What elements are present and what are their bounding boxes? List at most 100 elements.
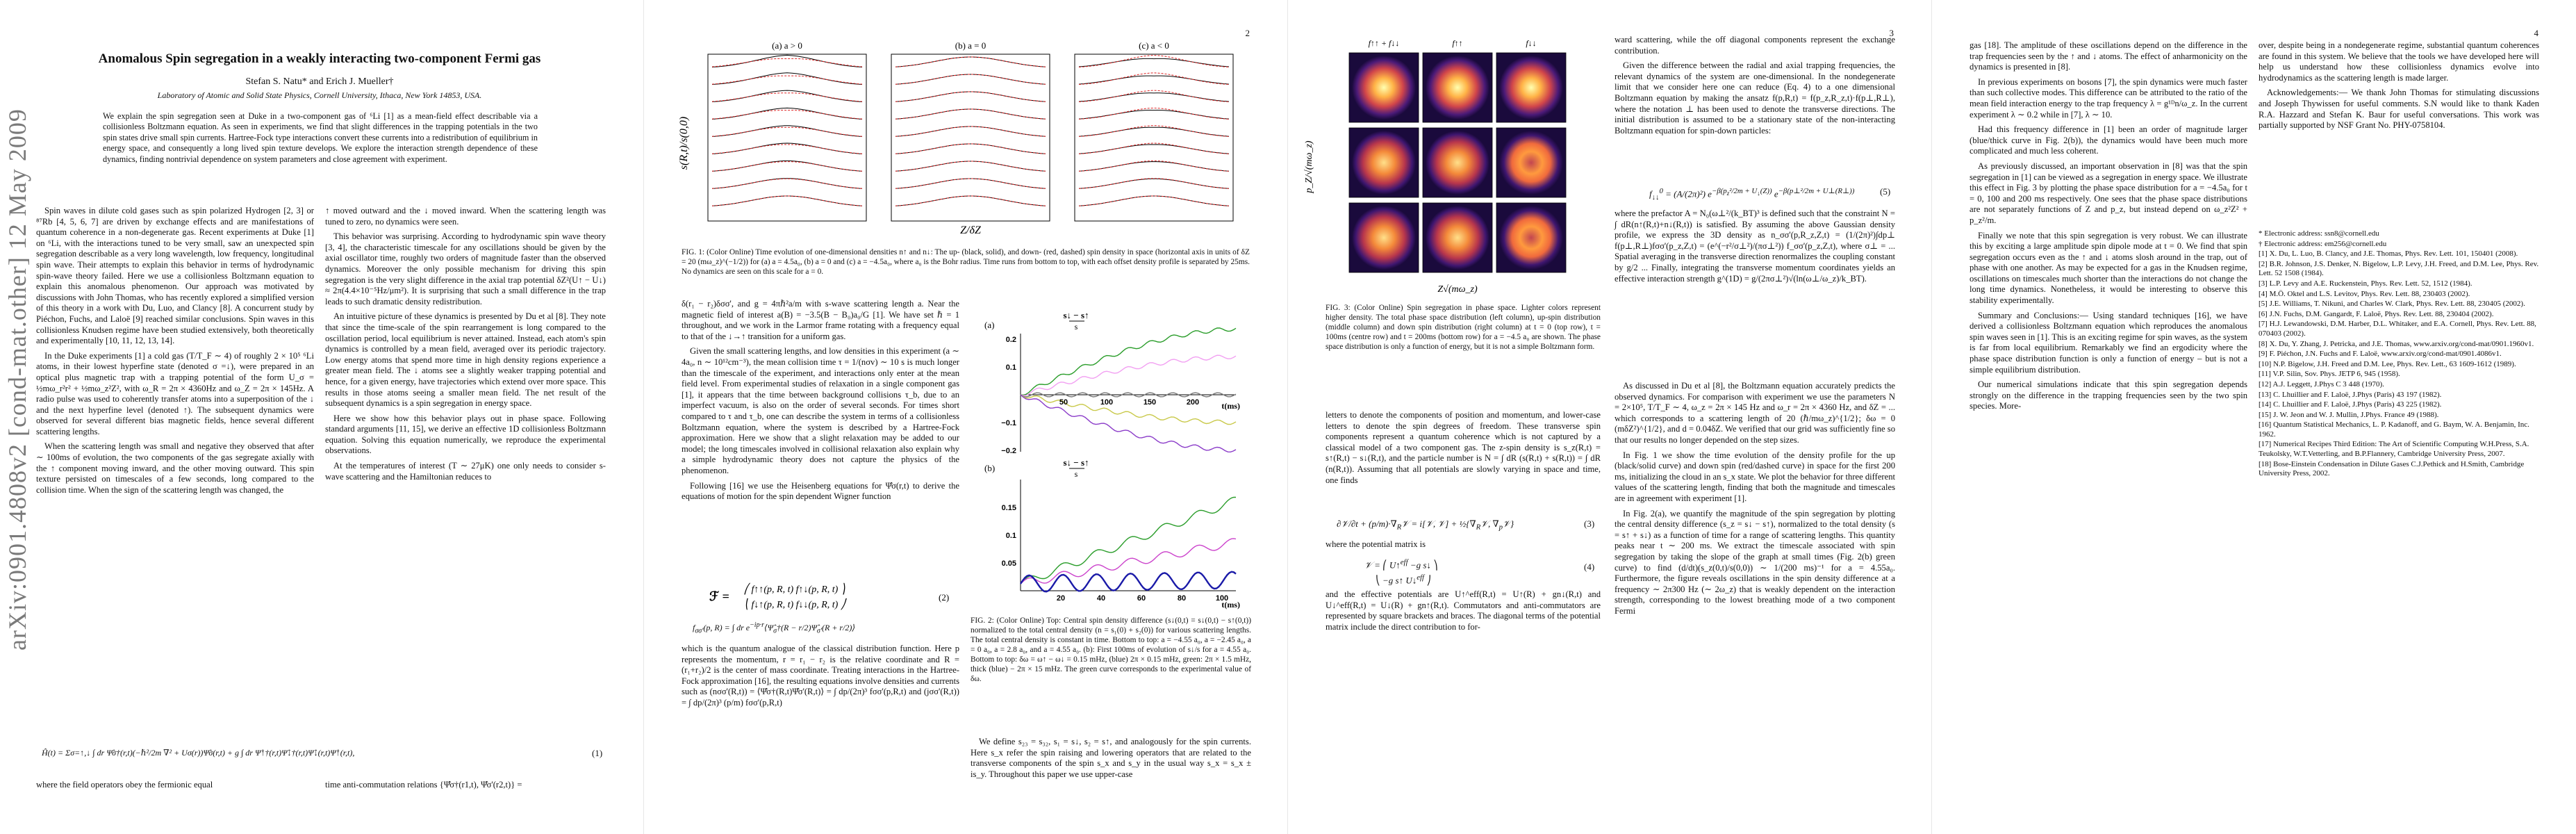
page1-bottom-right: time anti-commutation relations {Ψ̂σ†(r1… [325,780,522,790]
paper-title: Anomalous Spin segregation in a weakly i… [98,51,541,66]
spin-up-profile [711,142,863,154]
paragraph: Following [16] we use the Heisenberg equ… [682,480,959,502]
reference-item: [3] L.P. Levy and A.E. Ruckenstein, Phys… [2259,279,2472,288]
figure-1: (a) a > 0 (b) a = 0 (c) a < 0 s(R,t)/s(0… [678,40,1234,236]
paper-authors: Stefan S. Natu* and Erich J. Mueller† [245,76,394,87]
page2-left-continued: which is the quantum analogue of the cla… [682,644,959,708]
page4-right-column: over, despite being in a nondegenerate r… [2259,40,2539,136]
spin-up-profile [1078,161,1230,172]
fig1-panel-frame [1074,54,1234,222]
page-number: 4 [2534,28,2539,38]
page1-left-column: Spin waves in dilute cold gases such as … [36,206,314,500]
fig2b-series-line [1020,538,1237,584]
arxiv-stamp: arXiv:0901.4808v2 [cond-mat.other] 12 Ma… [3,108,31,651]
paragraph: As discussed in Du et al [8], the Boltzm… [1615,381,1895,445]
phase-space-density [1499,206,1563,270]
spin-up-profile [711,54,863,68]
spin-down-profile [895,195,1046,206]
panel-title-a: (a) a > 0 [772,40,802,51]
spin-up-profile [1078,110,1230,120]
reference-item: † Electronic address: em256@cornell.edu [2259,239,2387,248]
spin-down-profile [895,126,1046,137]
phase-space-density [1426,56,1489,120]
fig2-b-ylabel: s↓ − s↑ [1063,457,1089,468]
page-3: 3 [1288,0,1932,834]
spin-up-profile [711,125,863,137]
paragraph: In Fig. 1 we show the time evolution of … [1615,450,1895,503]
spin-down-profile [711,75,863,85]
spin-up-profile [711,195,863,206]
spin-down-profile [895,74,1046,85]
spin-up-profile [1078,144,1230,154]
spin-up-profile [895,108,1046,120]
svg-text:⎛ f↑↑(p, R, t) f↑↓(p, R, t) ⎞: ⎛ f↑↑(p, R, t) f↑↓(p, R, t) ⎞ [744,582,845,595]
fig3-xlabel: Z√(mω_z) [1437,284,1478,295]
fig1-panels [707,54,1234,222]
phase-space-density [1352,131,1416,195]
spin-down-profile [1078,90,1230,102]
fig1-ylabel: s(R,t)/s(0,0) [678,117,690,170]
spin-down-profile [711,178,863,189]
spin-up-profile [1078,195,1230,206]
fig3-ylabel: p_Z/√(mω_z) [1304,140,1314,193]
paragraph: Had this frequency difference in [1] bee… [1970,124,2247,156]
reference-item: [15] J. W. Jeon and W. J. Mullin, J.Phys… [2259,410,2439,419]
page-number: 3 [1889,28,1894,38]
fig2a-x-tick-label: 200 [1187,398,1199,407]
spin-up-profile [895,195,1046,206]
spin-down-profile [895,108,1046,120]
spin-up-profile [1078,126,1230,137]
spin-down-profile [711,110,863,120]
spin-up-profile [895,91,1046,102]
spin-up-profile [895,161,1046,172]
fig1-caption: FIG. 1: (Color Online) Time evolution of… [682,248,1250,276]
paragraph: When the scattering length was small and… [36,441,314,495]
spin-down-profile [1078,125,1230,137]
phase-space-density [1352,206,1416,270]
page-1: arXiv:0901.4808v2 [cond-mat.other] 12 Ma… [0,0,644,834]
panel-title-b: (b) a = 0 [955,40,986,51]
fig2b-x-tick-label: 100 [1216,594,1228,603]
fig3-grid [1348,52,1567,273]
reference-item: [11] V.P. Silin, Sov. Phys. JETP 6, 945 … [2259,370,2400,379]
paragraph: This behavior was surprising. According … [325,231,606,306]
paragraph: As previously discussed, an important ob… [1970,161,2247,225]
page-number: 2 [1245,28,1250,38]
fig2b-x-tick-label: 60 [1137,594,1146,603]
equation-1: Ĥ(t) = Σσ=↑,↓ ∫ dr Ψ̂σ†(r,t)(−ℏ²/2m ∇² +… [42,748,355,758]
spin-down-profile [711,58,863,67]
spin-up-profile [1078,58,1230,67]
spin-down-profile [1078,72,1230,85]
figure-3: f↑↑ + f↓↓ f↑↑ f↓↓ p_Z/√(mω_z) Z√(mω_z) [1304,38,1567,295]
paragraph: over, despite being in a nondegenerate r… [2259,40,2539,83]
fig2-panel-a-label: (a) [984,320,994,330]
paragraph: In Fig. 2(a), we quantify the magnitude … [1615,508,1895,616]
fig2b-y-tick-label: 0.1 [1006,532,1016,540]
equation-number: (1) [592,748,603,758]
page3-right-column: As discussed in Du et al [8], the Boltzm… [1615,381,1895,621]
panel-title-c: (c) a < 0 [1139,40,1169,51]
svg-text:⎝ f↓↑(p, R, t) f↓↓(p, R, t) ⎠: ⎝ f↓↑(p, R, t) f↓↓(p, R, t) ⎠ [744,598,848,610]
paper-affiliation: Laboratory of Atomic and Solid State Phy… [157,90,482,100]
page3-left-lower: letters to denote the components of posi… [1326,410,1601,490]
equation-3: ∂𝒱/∂t + (p/m)·∇R𝒱 = i[𝒱, 𝒱] + ½{∇R𝒱, ∇p𝒱… [1337,518,1514,532]
equation-2: ℱ = ⎛ f↑↑(p, R, t) f↑↓(p, R, t) ⎞ ⎝ f↓↑(… [709,582,949,610]
paragraph: At the temperatures of interest (T ∼ 27μ… [325,461,606,482]
spin-down-profile [711,92,863,102]
reference-item: [10] N.P. Bigelow, J.H. Freed and D.M. L… [2259,359,2516,368]
eq4-intro: where the potential matrix is [1326,539,1426,549]
spin-down-profile [1078,54,1230,68]
reference-item: [1] X. Du, L. Luo, B. Clancy, and J.E. T… [2259,250,2518,259]
fig3-col-title-total: f↑↑ + f↓↓ [1369,38,1400,48]
abstract: We explain the spin segregation seen at … [103,111,538,164]
paragraph: In the Duke experiments [1] a cold gas (… [36,350,314,436]
paragraph: gas [18]. The amplitude of these oscilla… [1970,40,2247,72]
page-2: 2 (a) a > 0 (b) a = 0 (c) a < 0 s(R,t)/s… [644,0,1288,834]
page2-left-column: δ(r₁ − r₂)δσσ', and g = 4πℏ²a/m with s-w… [682,299,959,507]
spin-up-profile [895,56,1046,67]
reference-item: [13] C. Lhuillier and F. Laloë, J.Phys (… [2259,390,2442,399]
reference-item: [17] Numerical Recipes Third Edition: Th… [2259,440,2529,459]
fig1-panel-frame [707,54,867,222]
fig2a-x-tick-label: 50 [1059,398,1068,407]
fig1-panel-frame [891,54,1050,222]
